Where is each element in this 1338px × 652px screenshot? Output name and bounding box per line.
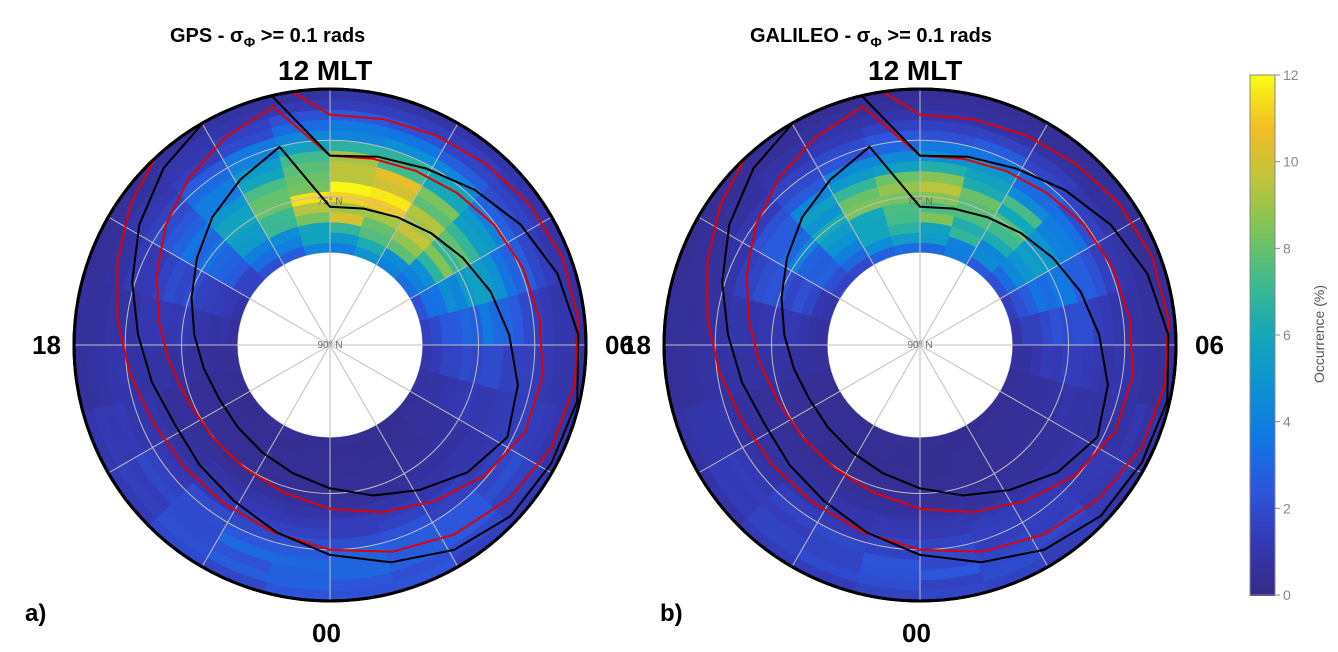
lat-label: 90° N: [907, 340, 932, 351]
mlt-title-b: 12 MLT: [868, 55, 962, 87]
colorbar-tick: 4: [1283, 414, 1291, 430]
colorbar-tick: 10: [1283, 154, 1299, 170]
colorbar-tick: 6: [1283, 327, 1291, 343]
colorbar: 0 2 4 6 8 10 12: [1245, 65, 1315, 615]
mlt-bottom-a: 00: [312, 618, 341, 649]
polar-plot-b: 90° N75° N: [654, 79, 1186, 611]
mlt-right-b: 06: [1195, 330, 1224, 361]
panel-label-b: b): [660, 600, 683, 628]
mlt-left-b: 18: [622, 330, 651, 361]
panel-title-a: GPS - σΦ >= 0.1 rads: [170, 25, 365, 50]
colorbar-tick: 0: [1283, 587, 1291, 603]
colorbar-title: Occurrence (%): [1311, 285, 1327, 383]
mlt-left-a: 18: [32, 330, 61, 361]
lat-label: 90° N: [317, 340, 342, 351]
colorbar-tick: 12: [1283, 67, 1299, 83]
mlt-bottom-b: 00: [902, 618, 931, 649]
mlt-title-a: 12 MLT: [278, 55, 372, 87]
colorbar-tick: 2: [1283, 500, 1291, 516]
panel-label-a: a): [25, 600, 46, 628]
panel-title-b: GALILEO - σΦ >= 0.1 rads: [750, 25, 992, 50]
colorbar-tick: 8: [1283, 240, 1291, 256]
polar-plot-a: 90° N75° N: [64, 79, 596, 611]
